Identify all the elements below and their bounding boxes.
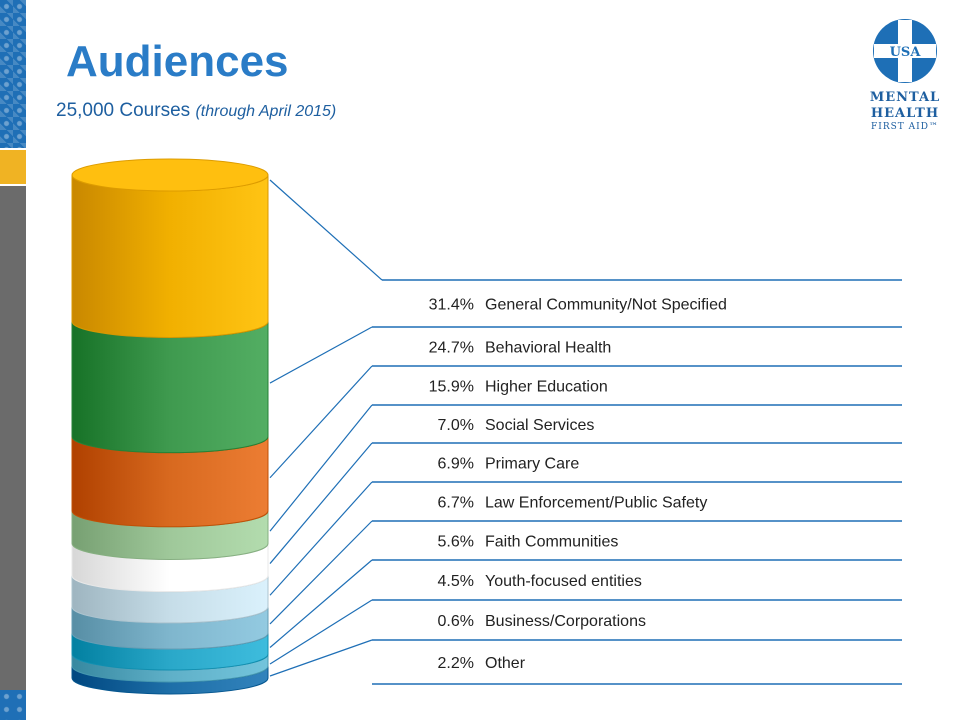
value-label-3: 7.0% [438,417,474,434]
left-decorative-band [0,0,26,720]
leader-line-1 [269,326,373,384]
value-label-1: 24.7% [429,340,474,357]
band-gray-bar [0,186,26,720]
leader-line-7 [269,559,373,648]
category-label-9: Other [485,655,526,672]
category-label-4: Primary Care [485,456,579,473]
logo-circle-text: USA [890,45,922,60]
leader-line-8 [269,599,373,665]
page-subtitle: 25,000 Courses (through April 2015) [56,100,336,122]
category-label-8: Business/Corporations [485,613,646,630]
leader-line-5 [269,481,373,596]
logo-cross-icon: USA [873,19,937,83]
category-label-6: Faith Communities [485,534,618,551]
leader-line-6 [269,520,373,625]
value-label-9: 2.2% [438,655,474,672]
category-label-1: Behavioral Health [485,340,611,357]
value-label-6: 5.6% [438,534,474,551]
category-label-0: General Community/Not Specified [485,297,727,314]
mhfa-logo: USA MENTAL HEALTH FIRST AID™ [858,18,952,138]
category-label-2: Higher Education [485,379,608,396]
cylinder-segment-0 [71,174,269,338]
band-gold-accent [0,150,26,184]
value-label-7: 4.5% [438,573,474,590]
logo-line-2: HEALTH [870,106,940,121]
cylinder-segment-1 [71,321,269,454]
leader-line-3 [269,404,373,532]
logo-line-1: MENTAL [869,90,941,105]
cylinder-top-0 [71,158,269,192]
leader-line-9 [269,639,373,677]
subtitle-note: (through April 2015) [195,103,337,120]
category-label-7: Youth-focused entities [485,573,642,590]
leader-line-2 [269,365,373,479]
band-pattern-bottom [0,690,26,720]
leader-line-0 [269,179,383,281]
value-label-2: 15.9% [429,379,474,396]
value-label-0: 31.4% [429,297,474,314]
band-pattern-top [0,0,26,148]
value-label-4: 6.9% [438,456,474,473]
page-title: Audiences [66,37,289,86]
category-label-3: Social Services [485,417,594,434]
leader-line-4 [269,442,373,564]
subtitle-main: 25,000 Courses [56,100,191,121]
category-label-5: Law Enforcement/Public Safety [485,495,707,512]
value-label-5: 6.7% [438,495,474,512]
value-label-8: 0.6% [438,613,474,630]
logo-line-3: FIRST AID™ [871,122,939,132]
